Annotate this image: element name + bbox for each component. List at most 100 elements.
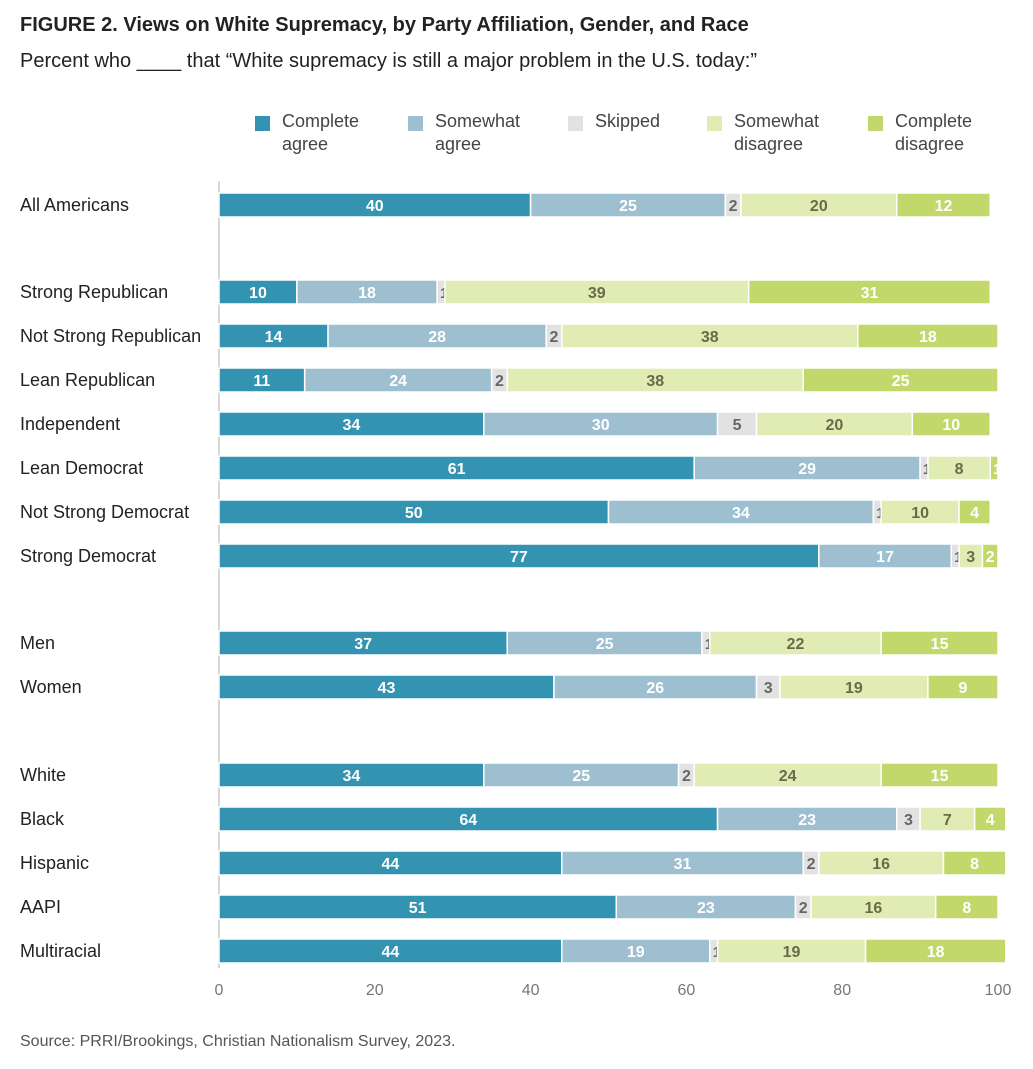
category-label: Strong Republican [20,282,168,302]
data-label: 15 [931,636,949,653]
data-label: 10 [942,417,960,434]
bar-segment [880,762,999,788]
source-note: Source: PRRI/Brookings, Christian Nation… [20,1033,456,1050]
data-label: 24 [779,768,797,785]
x-tick-label: 60 [678,982,696,999]
category-label: Lean Democrat [20,458,143,478]
data-label: 19 [783,944,801,961]
bar-segment [927,674,999,700]
data-label: 3 [764,680,773,697]
x-tick-label: 80 [833,982,851,999]
bar-segment [880,630,999,656]
data-label: 18 [919,329,937,346]
data-label: 39 [588,285,606,302]
data-label: 18 [927,944,945,961]
data-label: 10 [249,285,267,302]
x-tick-label: 40 [522,982,540,999]
data-label: 25 [619,198,637,215]
category-label: Not Strong Republican [20,326,201,346]
data-label: 2 [799,900,808,917]
data-label: 1 [954,549,962,566]
data-label: 7 [943,812,952,829]
bar-segment [880,499,960,525]
data-label: 2 [495,373,504,390]
bar-segment [561,323,859,349]
data-label: 22 [787,636,805,653]
data-label: 29 [798,461,816,478]
category-label: All Americans [20,195,129,215]
category-label: White [20,765,66,785]
data-label: 24 [389,373,407,390]
bar-segment [810,894,937,920]
data-label: 38 [646,373,664,390]
chart-title: FIGURE 2. Views on White Supremacy, by P… [20,14,749,36]
data-label: 17 [876,549,894,566]
data-label: 30 [592,417,610,434]
data-label: 61 [448,461,466,478]
data-label: 23 [798,812,816,829]
bar-segment [218,367,306,393]
data-label: 1 [705,636,713,653]
data-label: 14 [265,329,283,346]
bar-segment [615,894,797,920]
bar-segment [553,674,758,700]
bar-segment [755,411,914,437]
bar-segment [942,850,1007,876]
category-label: Independent [20,414,120,434]
category-label: Not Strong Democrat [20,502,189,522]
bar-segment [444,279,750,305]
data-label: 44 [381,944,399,961]
data-label: 8 [970,856,979,873]
x-tick-label: 20 [366,982,384,999]
data-label: 2 [550,329,559,346]
data-label: 20 [810,198,828,215]
data-label: 10 [911,505,929,522]
bar-segment [818,850,945,876]
data-label: 31 [861,285,879,302]
data-label: 8 [962,900,971,917]
bar-segment [981,543,999,569]
bar-segment [218,455,695,481]
data-label: 44 [381,856,399,873]
data-label: 34 [343,417,361,434]
data-label: 19 [627,944,645,961]
bar-segment [218,499,610,525]
bar-segment [693,762,882,788]
bar-segment [327,323,547,349]
data-label: 43 [378,680,396,697]
bar-segment [864,938,1007,964]
bar-segment [895,192,991,218]
bar-segment [296,279,438,305]
bar-segment [529,192,727,218]
data-label: 50 [405,505,423,522]
data-label: 4 [986,812,995,829]
data-label: 26 [646,680,664,697]
data-label: 34 [732,505,750,522]
data-label: 1 [923,461,931,478]
bar-segment [919,806,976,832]
bar-segment [716,806,898,832]
data-label: 12 [935,198,953,215]
data-label: 23 [697,900,715,917]
data-label: 31 [674,856,692,873]
data-label: 8 [955,461,964,478]
bar-segment [857,323,999,349]
bar-segment [716,411,758,437]
category-label: Multiracial [20,941,101,961]
bar-segment [218,850,563,876]
data-label: 37 [354,636,372,653]
category-label: Women [20,677,82,697]
bar-segment [709,630,882,656]
data-label: 19 [845,680,863,697]
data-label: 1 [876,505,884,522]
data-label: 77 [510,549,528,566]
data-label: 3 [966,549,975,566]
data-label: 1 [440,285,448,302]
data-label: 2 [986,549,995,566]
bar-segment [218,192,532,218]
data-label: 51 [409,900,427,917]
data-label: 64 [459,812,477,829]
data-label: 15 [931,768,949,785]
bar-segment [934,894,999,920]
